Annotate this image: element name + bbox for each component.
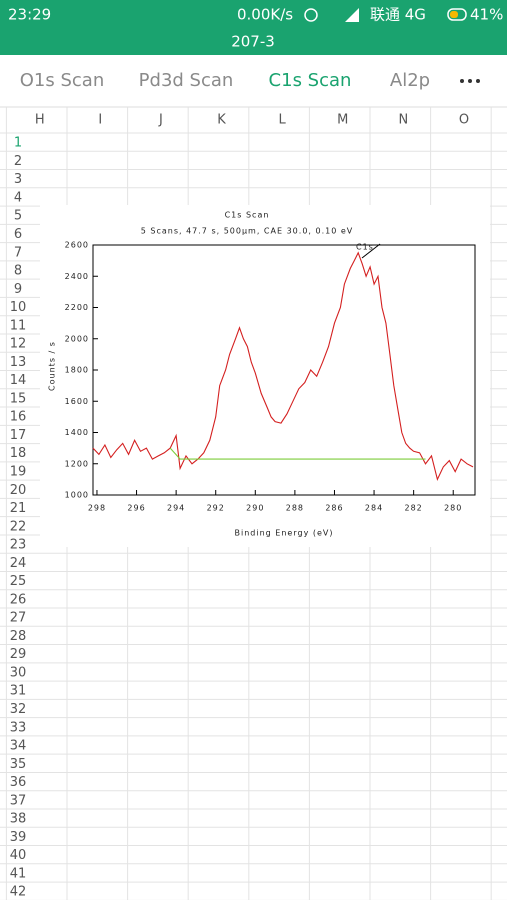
row-number[interactable]: 41 xyxy=(10,866,27,881)
row-number[interactable]: 21 xyxy=(10,501,27,516)
x-tick-label: 284 xyxy=(365,504,383,513)
row-number[interactable]: 27 xyxy=(10,611,27,626)
y-tick-label: 1200 xyxy=(65,459,89,468)
row-number[interactable]: 4 xyxy=(14,190,22,205)
row-number[interactable]: 16 xyxy=(10,410,27,425)
signal-icon xyxy=(345,8,359,22)
row-number[interactable]: 28 xyxy=(10,629,27,644)
row-number[interactable]: 9 xyxy=(14,282,22,297)
row-number[interactable]: 29 xyxy=(10,647,27,662)
row-number[interactable]: 5 xyxy=(14,209,22,224)
row-number[interactable]: 26 xyxy=(10,592,27,607)
x-tick-label: 296 xyxy=(127,504,145,513)
chart-subtitle: 5 Scans, 47.7 s, 500µm, CAE 30.0, 0.10 e… xyxy=(141,227,354,236)
x-tick-label: 288 xyxy=(286,504,304,513)
chart-title: C1s Scan xyxy=(225,211,270,220)
row-number[interactable]: 31 xyxy=(10,684,27,699)
row-number[interactable]: 14 xyxy=(10,373,27,388)
doc-title: 207-3 xyxy=(231,33,275,51)
series-line xyxy=(169,447,426,460)
row-number[interactable]: 13 xyxy=(10,355,27,370)
row-number[interactable]: 42 xyxy=(10,885,27,900)
series-line xyxy=(92,251,474,482)
x-tick-label: 292 xyxy=(207,504,225,513)
x-tick-label: 286 xyxy=(325,504,343,513)
tab[interactable]: Al2p xyxy=(390,70,430,91)
row-number[interactable]: 20 xyxy=(10,483,27,498)
status-net-speed: 0.00K/s xyxy=(237,6,293,24)
row-number[interactable]: 30 xyxy=(10,665,27,680)
y-tick-label: 2200 xyxy=(65,303,89,312)
x-tick-label: 298 xyxy=(88,504,106,513)
row-number[interactable]: 36 xyxy=(10,775,27,790)
row-number[interactable]: 15 xyxy=(10,391,27,406)
chart-area xyxy=(40,205,490,547)
column-header[interactable]: I xyxy=(98,113,102,128)
x-axis-label: Binding Energy (eV) xyxy=(235,529,334,538)
row-number[interactable]: 3 xyxy=(14,172,22,187)
app-bar xyxy=(0,0,507,55)
row-number[interactable]: 18 xyxy=(10,446,27,461)
row-number[interactable]: 8 xyxy=(14,264,22,279)
battery-level xyxy=(450,11,458,18)
status-battery: 41% xyxy=(470,6,503,24)
y-tick-label: 1600 xyxy=(65,397,89,406)
status-carrier: 联通 4G xyxy=(370,6,426,24)
row-number[interactable]: 12 xyxy=(10,337,27,352)
x-tick-label: 280 xyxy=(444,504,462,513)
row-number[interactable]: 24 xyxy=(10,556,27,571)
row-number[interactable]: 25 xyxy=(10,574,27,589)
tab[interactable]: C1s Scan xyxy=(269,70,352,91)
row-number[interactable]: 2 xyxy=(14,154,22,169)
column-header[interactable]: J xyxy=(158,113,163,128)
x-tick-label: 282 xyxy=(405,504,423,513)
battery-icon xyxy=(447,8,467,21)
y-axis-label: Counts / s xyxy=(48,341,57,391)
y-tick-label: 2000 xyxy=(65,334,89,343)
tab[interactable]: Pd3d Scan xyxy=(139,70,234,91)
row-number[interactable]: 23 xyxy=(10,538,27,553)
row-number[interactable]: 17 xyxy=(10,428,27,443)
row-number[interactable]: 33 xyxy=(10,720,27,735)
y-tick-label: 1400 xyxy=(65,428,89,437)
row-number[interactable]: 10 xyxy=(10,300,27,315)
status-time: 23:29 xyxy=(8,6,51,24)
row-number[interactable]: 35 xyxy=(10,757,27,772)
row-number[interactable]: 34 xyxy=(10,739,27,754)
more-button[interactable] xyxy=(460,79,480,83)
row-number[interactable]: 11 xyxy=(10,318,27,333)
row-number[interactable]: 32 xyxy=(10,702,27,717)
row-number[interactable]: 22 xyxy=(10,519,27,534)
row-number[interactable]: 19 xyxy=(10,464,27,479)
y-tick-label: 2600 xyxy=(65,241,89,250)
tab[interactable]: O1s Scan xyxy=(20,70,104,91)
column-header[interactable]: O xyxy=(459,113,469,128)
x-tick-label: 294 xyxy=(167,504,185,513)
row-number[interactable]: 40 xyxy=(10,848,27,863)
column-header[interactable]: L xyxy=(279,113,287,128)
row-number[interactable]: 39 xyxy=(10,830,27,845)
annotation: C1s xyxy=(356,243,374,252)
row-number[interactable]: 37 xyxy=(10,793,27,808)
y-tick-label: 1800 xyxy=(65,366,89,375)
column-header[interactable]: M xyxy=(337,113,348,128)
row-number[interactable]: 1 xyxy=(14,136,22,151)
column-header[interactable]: N xyxy=(398,113,408,128)
row-number[interactable]: 7 xyxy=(14,245,22,260)
row-number[interactable]: 6 xyxy=(14,227,22,242)
column-header[interactable]: K xyxy=(217,113,226,128)
y-tick-label: 2400 xyxy=(65,272,89,281)
row-number[interactable]: 38 xyxy=(10,812,27,827)
column-header[interactable]: H xyxy=(35,113,45,128)
x-tick-label: 290 xyxy=(246,504,264,513)
alarm-icon xyxy=(304,8,318,22)
y-tick-label: 1000 xyxy=(65,491,89,500)
annotation-leader xyxy=(361,243,381,259)
